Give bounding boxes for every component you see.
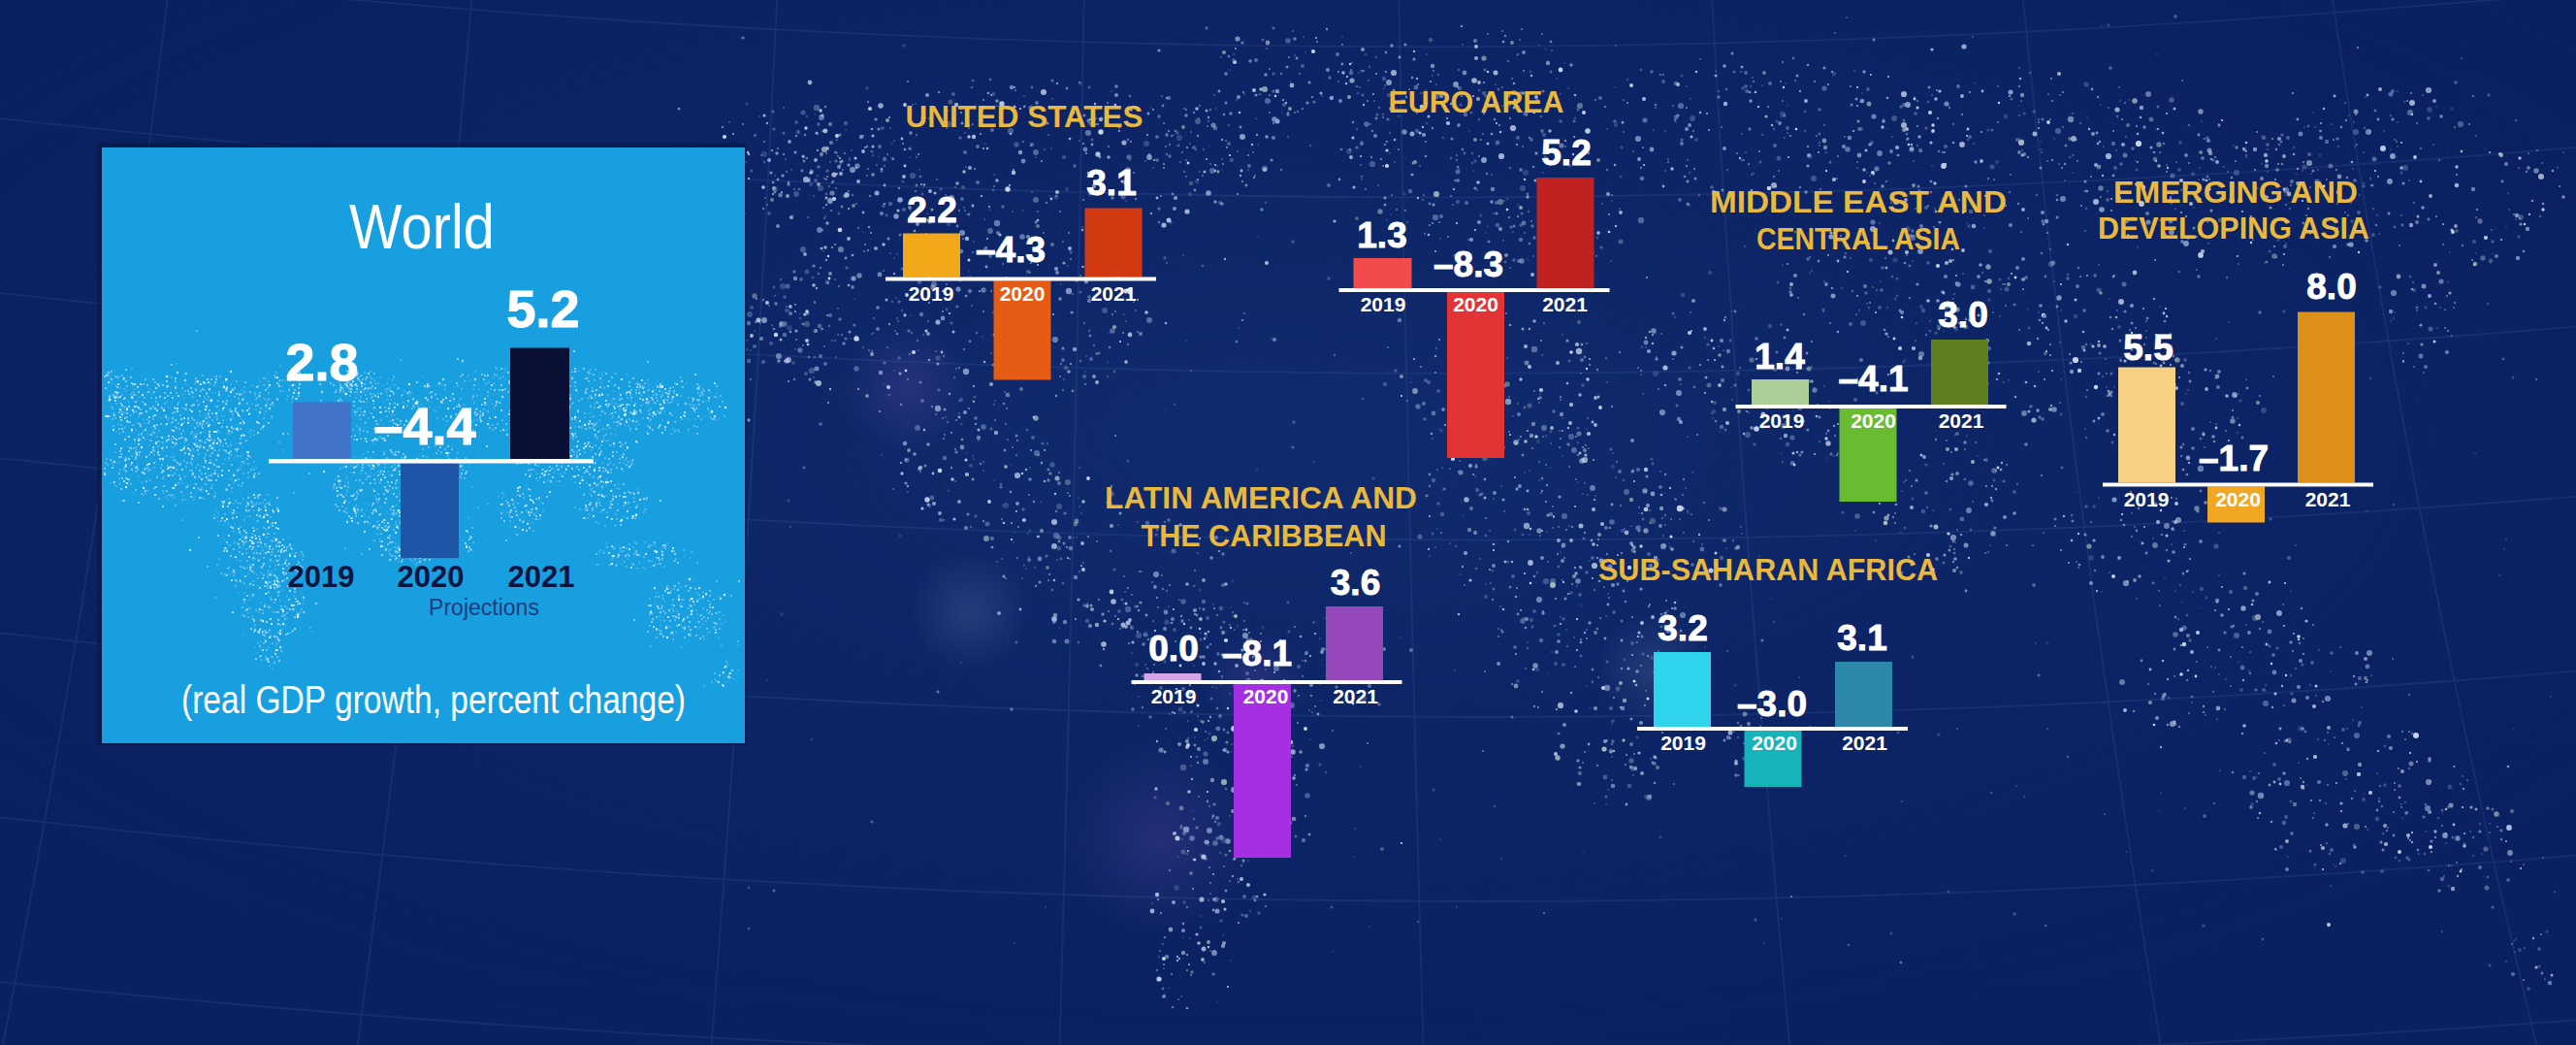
svg-text:2020: 2020 bbox=[1000, 282, 1046, 305]
svg-text:2020: 2020 bbox=[1851, 409, 1896, 432]
svg-text:2020: 2020 bbox=[398, 560, 465, 594]
svg-text:2019: 2019 bbox=[1361, 293, 1406, 315]
svg-text:2021: 2021 bbox=[1091, 282, 1137, 305]
svg-text:–3.0: –3.0 bbox=[1737, 684, 1807, 724]
svg-text:3.6: 3.6 bbox=[1331, 563, 1380, 603]
svg-text:2019: 2019 bbox=[1151, 685, 1197, 707]
svg-text:2019: 2019 bbox=[1759, 409, 1805, 432]
svg-text:2019: 2019 bbox=[909, 282, 954, 305]
svg-text:Projections: Projections bbox=[429, 595, 539, 620]
svg-text:EURO AREA: EURO AREA bbox=[1389, 85, 1564, 119]
svg-text:–4.3: –4.3 bbox=[976, 230, 1046, 270]
svg-text:–8.1: –8.1 bbox=[1222, 634, 1292, 673]
svg-text:5.5: 5.5 bbox=[2123, 328, 2173, 368]
svg-text:2019: 2019 bbox=[288, 560, 355, 594]
svg-text:0.0: 0.0 bbox=[1148, 629, 1198, 669]
svg-text:1.4: 1.4 bbox=[1755, 337, 1805, 376]
svg-text:MIDDLE EAST AND: MIDDLE EAST AND bbox=[1710, 185, 2007, 219]
svg-text:–4.1: –4.1 bbox=[1838, 359, 1908, 399]
svg-text:2021: 2021 bbox=[1542, 293, 1588, 315]
svg-text:1.3: 1.3 bbox=[1357, 215, 1406, 255]
svg-text:3.1: 3.1 bbox=[1837, 618, 1886, 658]
svg-text:World: World bbox=[349, 192, 495, 262]
svg-text:8.0: 8.0 bbox=[2306, 267, 2356, 307]
svg-text:(real GDP growth, percent chan: (real GDP growth, percent change) bbox=[181, 678, 686, 721]
svg-text:EMERGING AND: EMERGING AND bbox=[2113, 176, 2358, 210]
svg-text:2021: 2021 bbox=[1939, 409, 1984, 432]
svg-text:3.2: 3.2 bbox=[1658, 608, 1707, 648]
svg-text:–4.4: –4.4 bbox=[373, 397, 475, 455]
svg-text:2019: 2019 bbox=[2124, 488, 2170, 510]
svg-text:2020: 2020 bbox=[1453, 293, 1498, 315]
svg-text:2.2: 2.2 bbox=[907, 190, 956, 230]
svg-text:2020: 2020 bbox=[1243, 685, 1289, 707]
svg-text:LATIN AMERICA AND: LATIN AMERICA AND bbox=[1105, 481, 1417, 515]
svg-text:2021: 2021 bbox=[1333, 685, 1378, 707]
svg-text:2021: 2021 bbox=[1842, 732, 1887, 754]
svg-text:2020: 2020 bbox=[2215, 488, 2261, 510]
svg-text:UNITED STATES: UNITED STATES bbox=[906, 100, 1143, 134]
svg-text:2019: 2019 bbox=[1660, 732, 1706, 754]
svg-text:CENTRAL ASIA: CENTRAL ASIA bbox=[1756, 222, 1960, 256]
svg-text:DEVELOPING ASIA: DEVELOPING ASIA bbox=[2098, 212, 2369, 245]
svg-text:2021: 2021 bbox=[508, 560, 575, 594]
svg-text:2020: 2020 bbox=[1752, 732, 1797, 754]
svg-text:SUB-SAHARAN AFRICA: SUB-SAHARAN AFRICA bbox=[1598, 553, 1938, 587]
svg-text:3.0: 3.0 bbox=[1938, 295, 1987, 335]
svg-text:–8.3: –8.3 bbox=[1433, 245, 1503, 284]
svg-text:2.8: 2.8 bbox=[285, 333, 358, 391]
svg-text:–1.7: –1.7 bbox=[2199, 439, 2269, 478]
svg-text:5.2: 5.2 bbox=[1541, 133, 1591, 173]
svg-text:THE CARIBBEAN: THE CARIBBEAN bbox=[1142, 519, 1387, 553]
svg-text:5.2: 5.2 bbox=[506, 279, 579, 338]
svg-text:2021: 2021 bbox=[2305, 488, 2351, 510]
svg-text:3.1: 3.1 bbox=[1086, 163, 1136, 203]
